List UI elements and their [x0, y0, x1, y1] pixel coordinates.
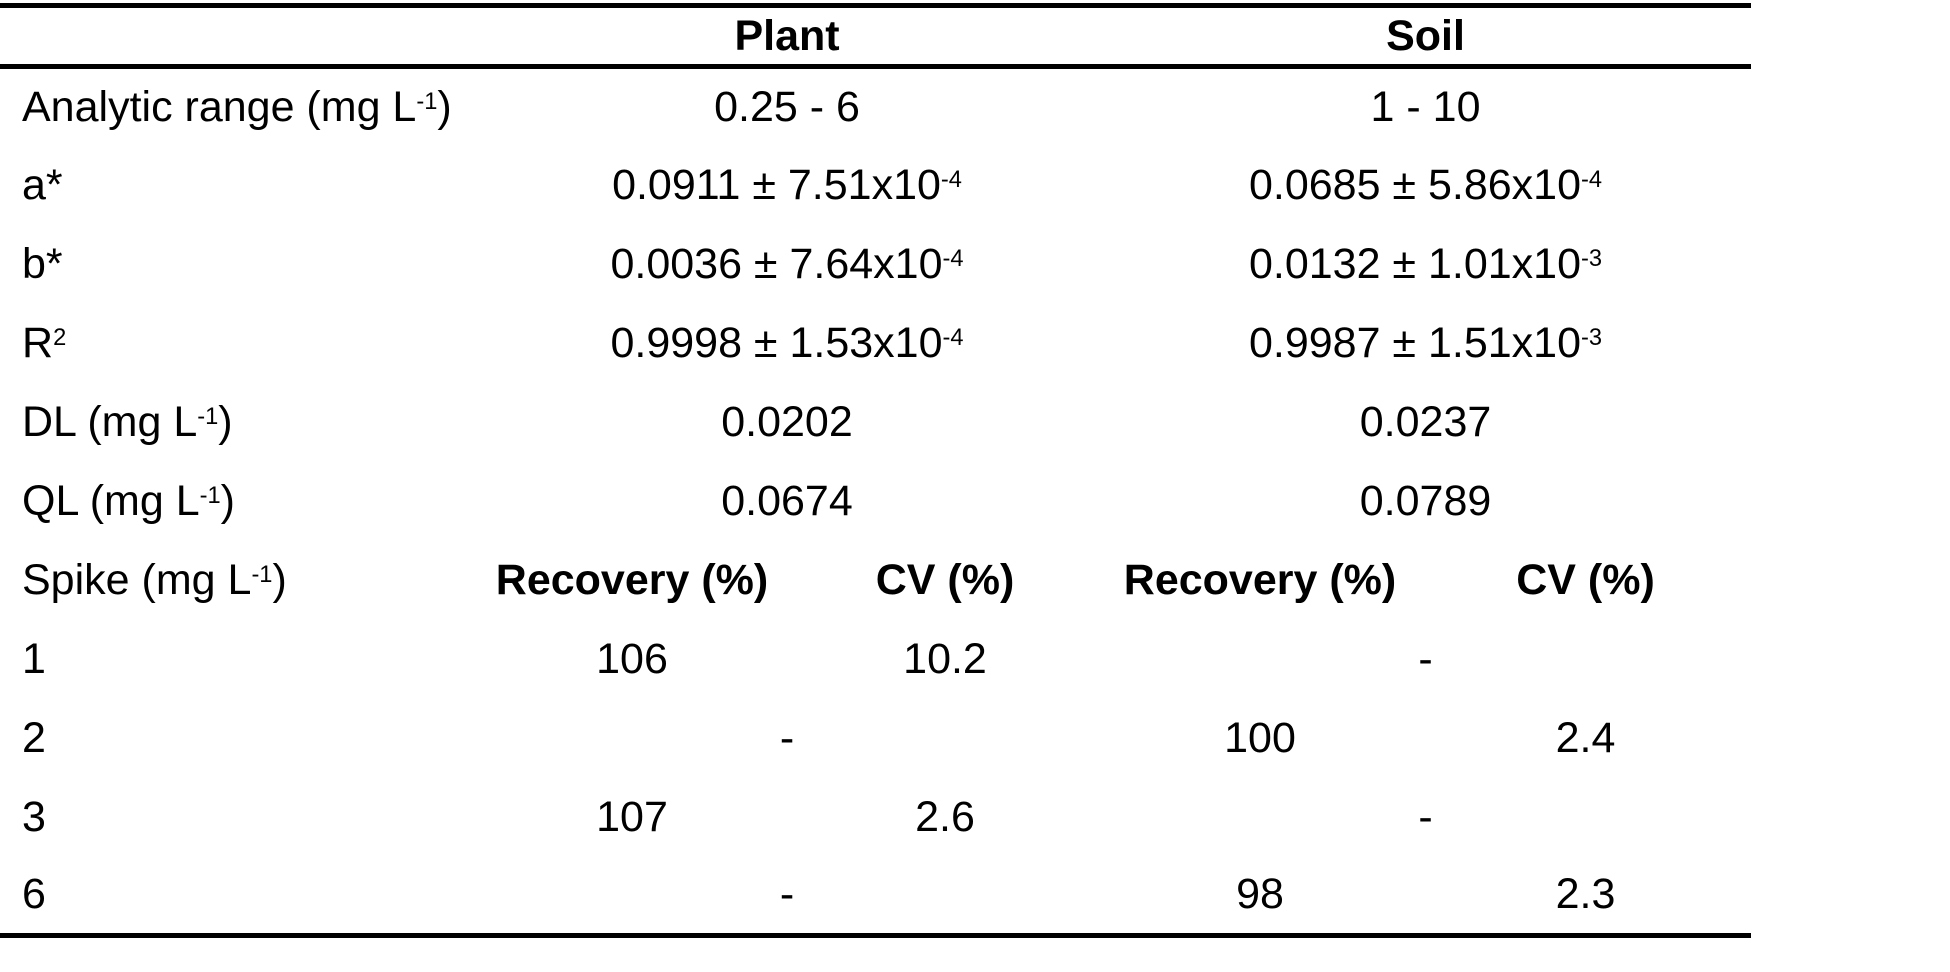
value-superscript: -4 — [942, 324, 964, 351]
value-superscript: -4 — [942, 245, 964, 272]
label-text: DL (mg L — [22, 397, 198, 446]
spike-value: 6 — [22, 870, 46, 919]
plant-recovery-value: 107 — [596, 792, 668, 841]
value-text: 0.0132 ± 1.01x10 — [1248, 239, 1582, 288]
soil-recovery-value: 100 — [1224, 713, 1296, 762]
row-r-squared: R2 0.9998 ± 1.53x10-4 0.9987 ± 1.51x10-3 — [0, 304, 1751, 383]
plant-value: 0.0674 — [474, 462, 1100, 541]
label-superscript: 2 — [53, 324, 67, 351]
value-text: 0.0674 — [721, 476, 853, 525]
plant-value: 0.0036 ± 7.64x10-4 — [474, 225, 1100, 304]
value-text: 0.0911 ± 7.51x10 — [612, 160, 941, 209]
value-superscript: -3 — [1581, 245, 1603, 272]
label-text: Analytic range (mg L — [22, 82, 417, 131]
row-spike-header: Spike (mg L-1) Recovery (%) CV (%) Recov… — [0, 541, 1751, 620]
plant-dash: - — [779, 713, 795, 762]
row-analytic-range: Analytic range (mg L-1) 0.25 - 6 1 - 10 — [0, 67, 1751, 146]
spike-row-1: 1 106 10.2 - — [0, 620, 1751, 699]
label-superscript: -1 — [197, 403, 219, 430]
row-label: DL (mg L-1) — [0, 383, 474, 462]
soil-value: 0.0237 — [1100, 383, 1751, 462]
soil-value: 0.9987 ± 1.51x10-3 — [1100, 304, 1751, 383]
spike-row-2: 2 - 100 2.4 — [0, 699, 1751, 778]
spike-value: 1 — [22, 634, 46, 683]
row-label: QL (mg L-1) — [0, 462, 474, 541]
header-row: Plant Soil — [0, 6, 1752, 67]
soil-value: 0.0789 — [1100, 462, 1751, 541]
value-text: 0.0685 ± 5.86x10 — [1248, 160, 1582, 209]
plant-value: 0.0911 ± 7.51x10-4 — [474, 146, 1100, 225]
plant-value: 0.25 - 6 — [474, 67, 1100, 146]
row-intercept-b: b* 0.0036 ± 7.64x10-4 0.0132 ± 1.01x10-3 — [0, 225, 1751, 304]
row-quantification-limit: QL (mg L-1) 0.0674 0.0789 — [0, 462, 1751, 541]
plant-cv-header: CV (%) — [875, 555, 1015, 604]
plant-column-header: Plant — [734, 11, 840, 60]
soil-dash: - — [1418, 792, 1433, 841]
soil-value: 0.0132 ± 1.01x10-3 — [1100, 225, 1751, 304]
label-text: QL (mg L — [22, 476, 200, 525]
spike-row-6: 6 - 98 2.3 — [0, 857, 1751, 936]
plant-recovery-value: 106 — [596, 634, 668, 683]
value-text: 0.9987 ± 1.51x10 — [1248, 318, 1582, 367]
row-label: b* — [0, 225, 474, 304]
value-superscript: -4 — [940, 166, 962, 193]
label-text: a* — [22, 160, 63, 209]
value-superscript: -4 — [1581, 166, 1603, 193]
empty-header-cell — [0, 6, 474, 67]
value-text: 0.0036 ± 7.64x10 — [610, 239, 943, 288]
row-detection-limit: DL (mg L-1) 0.0202 0.0237 — [0, 383, 1751, 462]
value-text: 0.25 - 6 — [714, 82, 860, 131]
label-superscript: -1 — [416, 88, 438, 115]
plant-value: 0.0202 — [474, 383, 1100, 462]
label-text: b* — [22, 239, 63, 288]
paper-page: Plant Soil Analytic range (mg L-1) 0.25 … — [0, 3, 1950, 972]
soil-column-header: Soil — [1386, 11, 1465, 60]
label-suffix: ) — [437, 82, 452, 131]
value-text: 0.0789 — [1359, 476, 1492, 525]
value-text: 0.9998 ± 1.53x10 — [610, 318, 943, 367]
spike-value: 3 — [22, 792, 46, 841]
spike-value: 2 — [22, 713, 46, 762]
soil-recovery-value: 98 — [1236, 870, 1284, 919]
row-label: R2 — [0, 304, 474, 383]
label-suffix: ) — [272, 555, 287, 604]
label-superscript: -1 — [199, 482, 221, 509]
label-text: R — [22, 318, 54, 367]
soil-cv-value: 2.4 — [1555, 713, 1616, 762]
label-text: Spike (mg L — [22, 555, 252, 604]
plant-cv-value: 10.2 — [903, 634, 987, 683]
row-slope-a: a* 0.0911 ± 7.51x10-4 0.0685 ± 5.86x10-4 — [0, 146, 1751, 225]
plant-recovery-header: Recovery (%) — [495, 555, 769, 604]
label-superscript: -1 — [251, 561, 273, 588]
value-text: 1 - 10 — [1370, 82, 1481, 131]
label-suffix: ) — [218, 397, 233, 446]
value-text: 0.0237 — [1359, 397, 1492, 446]
soil-value: 0.0685 ± 5.86x10-4 — [1100, 146, 1751, 225]
plant-cv-value: 2.6 — [915, 792, 975, 841]
soil-value: 1 - 10 — [1100, 67, 1751, 146]
row-label: Analytic range (mg L-1) — [0, 67, 474, 146]
value-superscript: -3 — [1581, 324, 1603, 351]
validation-parameters-table: Plant Soil Analytic range (mg L-1) 0.25 … — [0, 3, 1752, 938]
plant-value: 0.9998 ± 1.53x10-4 — [474, 304, 1100, 383]
label-suffix: ) — [220, 476, 235, 525]
row-label: a* — [0, 146, 474, 225]
soil-cv-value: 2.3 — [1555, 870, 1616, 919]
value-text: 0.0202 — [721, 397, 853, 446]
spike-label: Spike (mg L-1) — [0, 541, 474, 620]
soil-recovery-header: Recovery (%) — [1123, 555, 1397, 604]
spike-row-3: 3 107 2.6 - — [0, 778, 1751, 857]
plant-dash: - — [779, 870, 795, 919]
soil-dash: - — [1418, 634, 1433, 683]
soil-cv-header: CV (%) — [1516, 555, 1655, 604]
